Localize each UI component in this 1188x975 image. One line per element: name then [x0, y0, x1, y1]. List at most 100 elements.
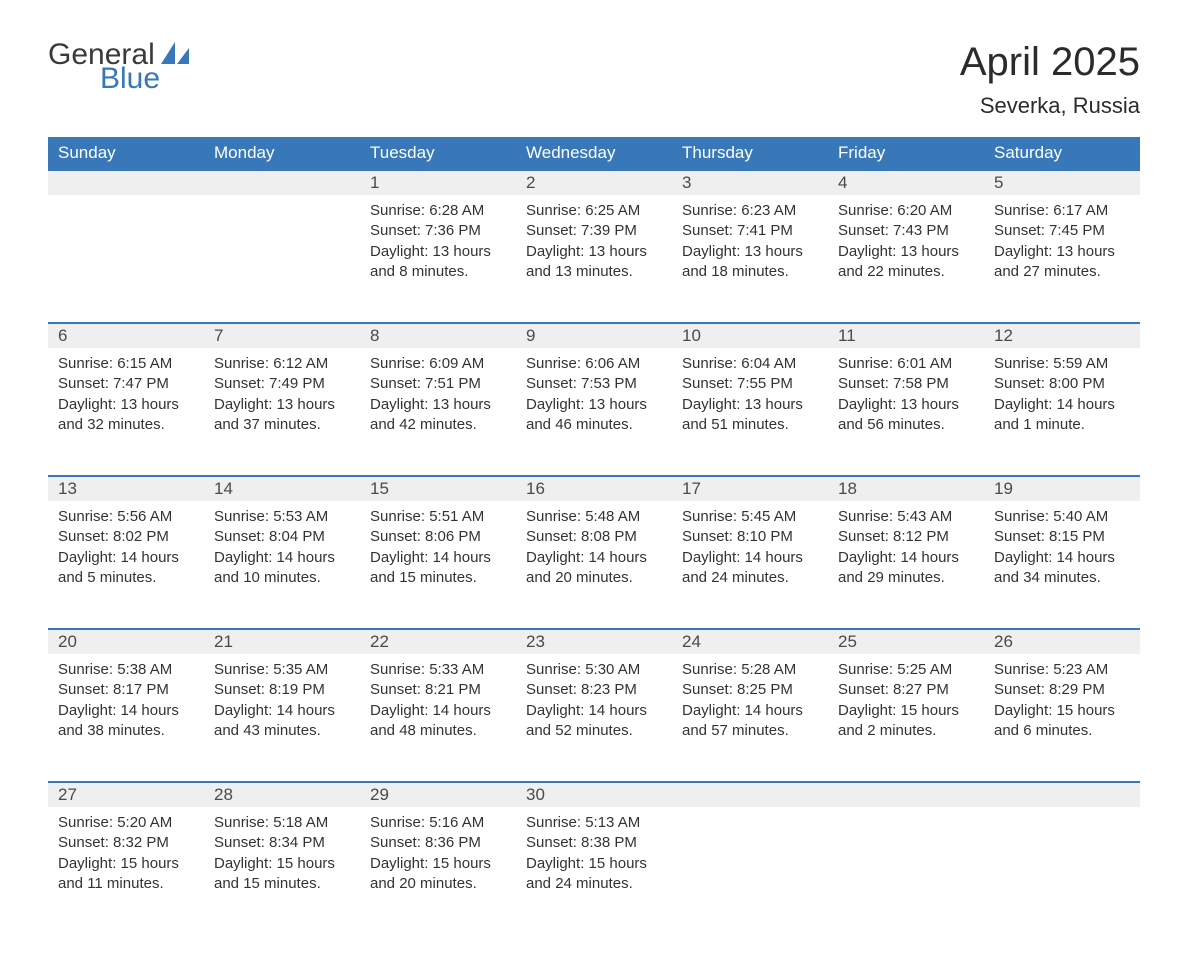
- day-number-cell: [48, 170, 204, 195]
- daylight-text: Daylight: 14 hours and 43 minutes.: [214, 701, 350, 742]
- day-cell: Sunrise: 5:33 AMSunset: 8:21 PMDaylight:…: [360, 654, 516, 782]
- day-cell: Sunrise: 5:56 AMSunset: 8:02 PMDaylight:…: [48, 501, 204, 629]
- day-number-cell: 4: [828, 170, 984, 195]
- sunset-text: Sunset: 8:02 PM: [58, 527, 194, 547]
- sunset-text: Sunset: 7:41 PM: [682, 221, 818, 241]
- day-body-row: Sunrise: 6:15 AMSunset: 7:47 PMDaylight:…: [48, 348, 1140, 476]
- sunrise-text: Sunrise: 5:13 AM: [526, 813, 662, 833]
- day-cell: Sunrise: 5:20 AMSunset: 8:32 PMDaylight:…: [48, 807, 204, 935]
- sunset-text: Sunset: 8:12 PM: [838, 527, 974, 547]
- day-cell: Sunrise: 5:40 AMSunset: 8:15 PMDaylight:…: [984, 501, 1140, 629]
- sunset-text: Sunset: 8:32 PM: [58, 833, 194, 853]
- sunset-text: Sunset: 7:47 PM: [58, 374, 194, 394]
- day-cell: [48, 195, 204, 323]
- weekday-header: Saturday: [984, 137, 1140, 170]
- sunrise-text: Sunrise: 5:40 AM: [994, 507, 1130, 527]
- sunrise-text: Sunrise: 6:25 AM: [526, 201, 662, 221]
- daylight-text: Daylight: 14 hours and 57 minutes.: [682, 701, 818, 742]
- logo: General Blue: [48, 40, 189, 94]
- daylight-text: Daylight: 13 hours and 46 minutes.: [526, 395, 662, 436]
- sunrise-text: Sunrise: 5:59 AM: [994, 354, 1130, 374]
- sunrise-text: Sunrise: 6:20 AM: [838, 201, 974, 221]
- sunset-text: Sunset: 7:58 PM: [838, 374, 974, 394]
- sunrise-text: Sunrise: 5:51 AM: [370, 507, 506, 527]
- sunrise-text: Sunrise: 5:25 AM: [838, 660, 974, 680]
- sunrise-text: Sunrise: 6:17 AM: [994, 201, 1130, 221]
- daylight-text: Daylight: 14 hours and 10 minutes.: [214, 548, 350, 589]
- day-number-row: 27282930: [48, 782, 1140, 807]
- daylight-text: Daylight: 15 hours and 15 minutes.: [214, 854, 350, 895]
- day-cell: Sunrise: 5:45 AMSunset: 8:10 PMDaylight:…: [672, 501, 828, 629]
- day-cell: Sunrise: 5:48 AMSunset: 8:08 PMDaylight:…: [516, 501, 672, 629]
- sunset-text: Sunset: 8:38 PM: [526, 833, 662, 853]
- sunrise-text: Sunrise: 6:09 AM: [370, 354, 506, 374]
- day-cell: [204, 195, 360, 323]
- calendar-table: Sunday Monday Tuesday Wednesday Thursday…: [48, 137, 1140, 935]
- sunset-text: Sunset: 8:15 PM: [994, 527, 1130, 547]
- weekday-header: Wednesday: [516, 137, 672, 170]
- page-header: General Blue April 2025 Severka, Russia: [48, 40, 1140, 119]
- sunset-text: Sunset: 7:55 PM: [682, 374, 818, 394]
- sunset-text: Sunset: 8:10 PM: [682, 527, 818, 547]
- sunset-text: Sunset: 8:25 PM: [682, 680, 818, 700]
- day-cell: Sunrise: 5:38 AMSunset: 8:17 PMDaylight:…: [48, 654, 204, 782]
- month-title: April 2025: [960, 40, 1140, 85]
- day-cell: Sunrise: 6:01 AMSunset: 7:58 PMDaylight:…: [828, 348, 984, 476]
- daylight-text: Daylight: 14 hours and 52 minutes.: [526, 701, 662, 742]
- sunset-text: Sunset: 8:08 PM: [526, 527, 662, 547]
- daylight-text: Daylight: 14 hours and 1 minute.: [994, 395, 1130, 436]
- sunrise-text: Sunrise: 5:28 AM: [682, 660, 818, 680]
- daylight-text: Daylight: 15 hours and 6 minutes.: [994, 701, 1130, 742]
- day-number-cell: 14: [204, 476, 360, 501]
- day-body-row: Sunrise: 5:56 AMSunset: 8:02 PMDaylight:…: [48, 501, 1140, 629]
- daylight-text: Daylight: 13 hours and 37 minutes.: [214, 395, 350, 436]
- sunrise-text: Sunrise: 6:04 AM: [682, 354, 818, 374]
- daylight-text: Daylight: 13 hours and 13 minutes.: [526, 242, 662, 283]
- day-number-cell: 17: [672, 476, 828, 501]
- day-cell: Sunrise: 6:12 AMSunset: 7:49 PMDaylight:…: [204, 348, 360, 476]
- sunrise-text: Sunrise: 5:43 AM: [838, 507, 974, 527]
- sunset-text: Sunset: 7:39 PM: [526, 221, 662, 241]
- sunset-text: Sunset: 8:23 PM: [526, 680, 662, 700]
- day-number-cell: 21: [204, 629, 360, 654]
- day-number-cell: 12: [984, 323, 1140, 348]
- day-cell: Sunrise: 5:51 AMSunset: 8:06 PMDaylight:…: [360, 501, 516, 629]
- day-number-cell: 22: [360, 629, 516, 654]
- weekday-header: Tuesday: [360, 137, 516, 170]
- daylight-text: Daylight: 13 hours and 22 minutes.: [838, 242, 974, 283]
- daylight-text: Daylight: 13 hours and 27 minutes.: [994, 242, 1130, 283]
- day-cell: Sunrise: 5:43 AMSunset: 8:12 PMDaylight:…: [828, 501, 984, 629]
- day-number-row: 12345: [48, 170, 1140, 195]
- daylight-text: Daylight: 15 hours and 24 minutes.: [526, 854, 662, 895]
- day-number-cell: 18: [828, 476, 984, 501]
- logo-text-blue: Blue: [100, 64, 189, 94]
- sunrise-text: Sunrise: 6:01 AM: [838, 354, 974, 374]
- daylight-text: Daylight: 15 hours and 2 minutes.: [838, 701, 974, 742]
- sunrise-text: Sunrise: 6:15 AM: [58, 354, 194, 374]
- daylight-text: Daylight: 14 hours and 29 minutes.: [838, 548, 974, 589]
- daylight-text: Daylight: 13 hours and 18 minutes.: [682, 242, 818, 283]
- day-number-cell: 30: [516, 782, 672, 807]
- sunset-text: Sunset: 8:34 PM: [214, 833, 350, 853]
- daylight-text: Daylight: 14 hours and 15 minutes.: [370, 548, 506, 589]
- sunrise-text: Sunrise: 5:35 AM: [214, 660, 350, 680]
- day-number-cell: 1: [360, 170, 516, 195]
- daylight-text: Daylight: 14 hours and 48 minutes.: [370, 701, 506, 742]
- sunset-text: Sunset: 8:36 PM: [370, 833, 506, 853]
- day-cell: Sunrise: 5:30 AMSunset: 8:23 PMDaylight:…: [516, 654, 672, 782]
- sunset-text: Sunset: 7:36 PM: [370, 221, 506, 241]
- day-number-row: 6789101112: [48, 323, 1140, 348]
- day-cell: Sunrise: 5:25 AMSunset: 8:27 PMDaylight:…: [828, 654, 984, 782]
- sunrise-text: Sunrise: 6:23 AM: [682, 201, 818, 221]
- sunset-text: Sunset: 8:17 PM: [58, 680, 194, 700]
- day-cell: Sunrise: 5:13 AMSunset: 8:38 PMDaylight:…: [516, 807, 672, 935]
- weekday-header: Thursday: [672, 137, 828, 170]
- daylight-text: Daylight: 13 hours and 32 minutes.: [58, 395, 194, 436]
- day-cell: Sunrise: 5:28 AMSunset: 8:25 PMDaylight:…: [672, 654, 828, 782]
- day-body-row: Sunrise: 5:38 AMSunset: 8:17 PMDaylight:…: [48, 654, 1140, 782]
- day-cell: Sunrise: 5:59 AMSunset: 8:00 PMDaylight:…: [984, 348, 1140, 476]
- day-number-cell: 26: [984, 629, 1140, 654]
- day-number-cell: 9: [516, 323, 672, 348]
- daylight-text: Daylight: 14 hours and 5 minutes.: [58, 548, 194, 589]
- day-number-cell: 8: [360, 323, 516, 348]
